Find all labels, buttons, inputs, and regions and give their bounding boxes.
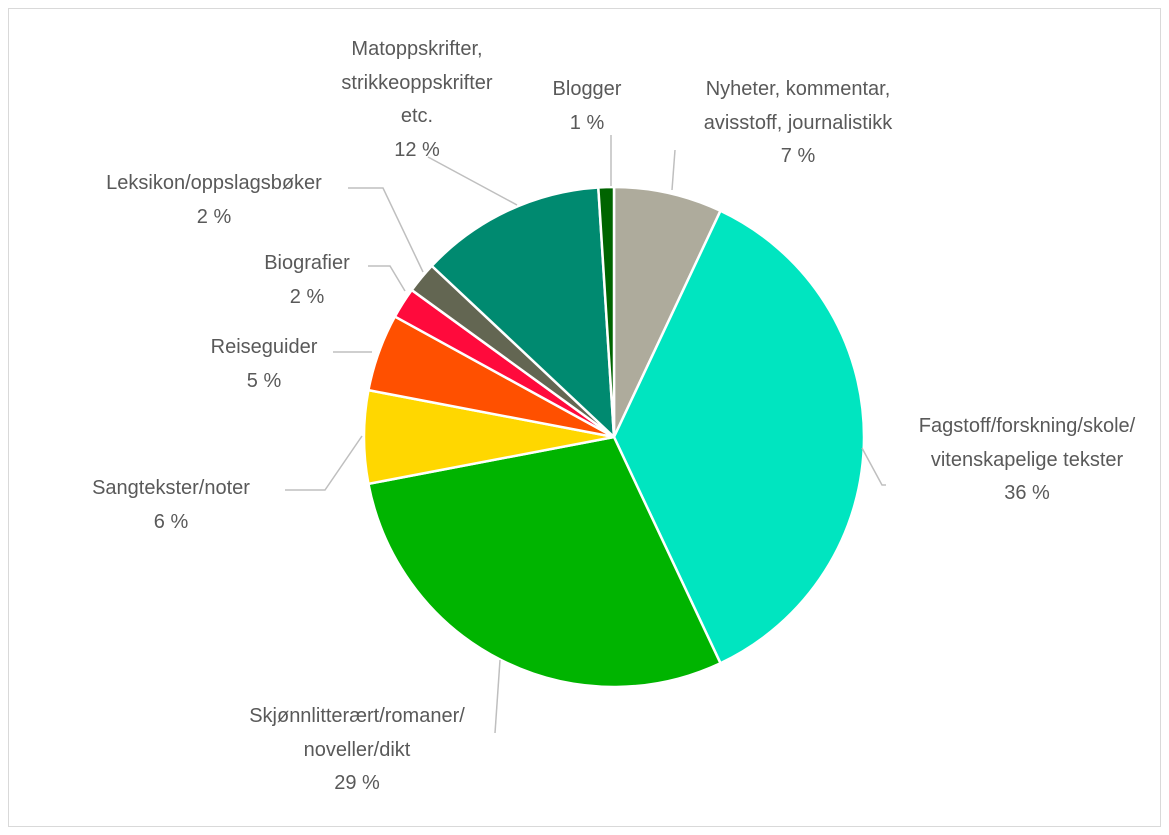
pie-slice (612, 185, 723, 438)
pie-slice (612, 209, 866, 665)
slice-value-label: 12 % (394, 138, 440, 161)
leader-line (427, 156, 518, 206)
slice-value-label: 7 % (780, 145, 816, 167)
pie-slice (596, 185, 616, 438)
slice-label: Blogger (552, 78, 622, 100)
slice-label: Biografier (264, 252, 350, 274)
slice-label: Matoppskrifter, strikkeoppskrifter etc. (341, 38, 493, 127)
slice-label: Reiseguider (210, 336, 318, 358)
slice-value-label: 6 % (153, 510, 189, 533)
slice-value-label: 5 % (246, 369, 282, 392)
slice-value-label: 36 % (1004, 482, 1050, 504)
slice-value-label: 29 % (334, 772, 380, 794)
leader-line (368, 265, 406, 292)
slice-value-label: 2 % (196, 205, 232, 228)
pie-slice (429, 186, 616, 441)
leader-line (861, 447, 886, 486)
slice-value-label: 1 % (569, 111, 605, 134)
slice-label: Sangtekster/noter (92, 477, 250, 499)
slice-label: Skjønnlitterært/romaner/ noveller/dikt (249, 705, 465, 761)
slice-label: Fagstoff/forskning/skole/ vitenskapelige… (918, 415, 1136, 471)
leader-line (348, 187, 424, 273)
pie-slice (366, 435, 723, 689)
leader-line (671, 149, 676, 191)
leader-line (285, 435, 363, 491)
slice-value-label: 2 % (289, 285, 325, 308)
slice-label: Leksikon/oppslagsbøker (106, 172, 322, 194)
slice-label: Nyheter, kommentar, avisstoff, journalis… (703, 78, 893, 134)
leader-line (494, 659, 501, 734)
